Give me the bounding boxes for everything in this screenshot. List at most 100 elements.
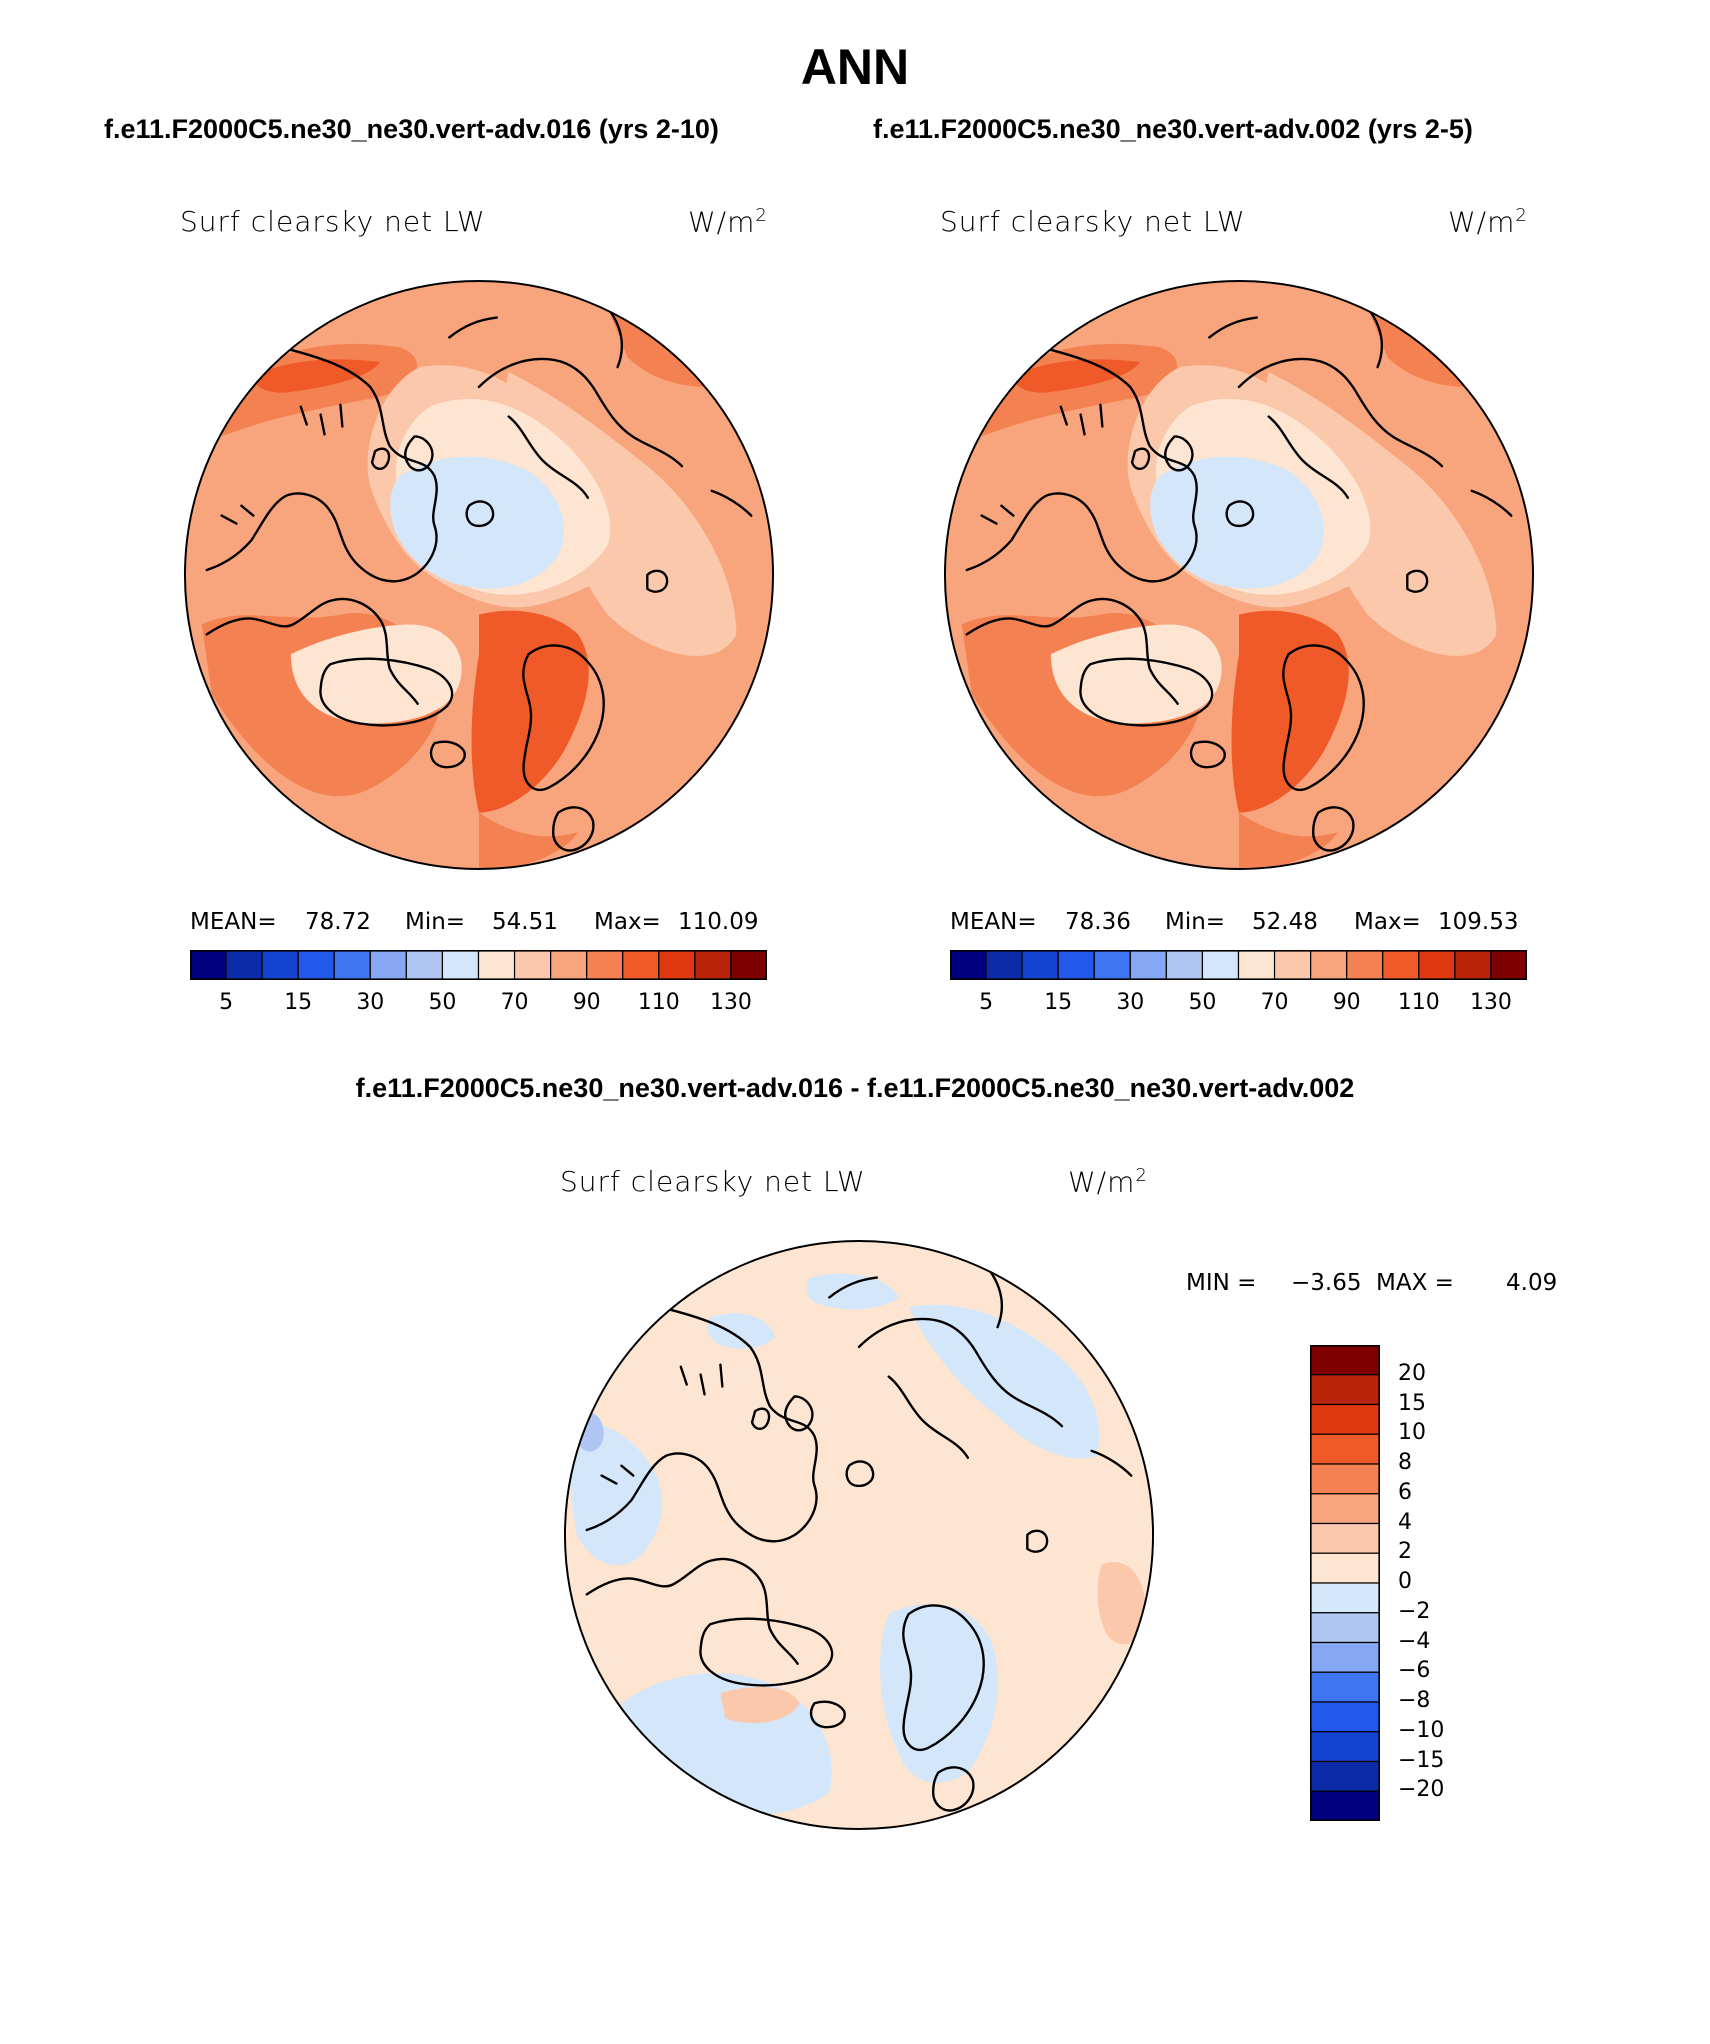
field-contour-region <box>1367 307 1467 387</box>
colorbar-swatch <box>1310 1582 1380 1614</box>
coastline <box>465 500 495 528</box>
difference-title: f.e11.F2000C5.ne30_ne30.vert-adv.016 - f… <box>355 1073 1355 1103</box>
coastline <box>1470 489 1513 517</box>
field-contour-region <box>1050 624 1222 724</box>
diff-panel-units: W/m2 <box>1068 1165 1148 1199</box>
colorbar-swatch <box>1129 950 1167 980</box>
panel-b-max-value: 109.53 <box>1438 909 1519 935</box>
field-contour-region <box>390 456 565 589</box>
colorbar-swatch <box>333 950 371 980</box>
colorbar-tick-label: 8 <box>1398 1450 1412 1475</box>
colorbar-swatch <box>513 950 552 980</box>
colorbar-swatch <box>1346 950 1384 980</box>
coastline <box>699 1617 834 1687</box>
coastline <box>887 1375 970 1459</box>
coastline <box>783 1395 814 1432</box>
colorbar-swatch <box>1310 1701 1380 1733</box>
panel-a-polar-map <box>183 279 775 871</box>
colorbar-swatch <box>730 950 767 980</box>
coastline <box>1225 500 1255 528</box>
colorbar-swatch <box>1310 1790 1380 1821</box>
colorbar-swatch <box>1310 1345 1380 1376</box>
diff-panel-polar-map <box>563 1239 1155 1831</box>
coastline <box>522 644 605 791</box>
colorbar-tick-label: 130 <box>709 990 752 1015</box>
coastline <box>1406 569 1429 593</box>
diff-min-value: −3.65 <box>1291 1270 1362 1296</box>
field-contour-region <box>290 624 462 724</box>
colorbar-tick-label: 15 <box>284 990 313 1015</box>
colorbar-swatch <box>1382 950 1420 980</box>
field-contour-region <box>1011 359 1140 393</box>
colorbar-swatch <box>1310 950 1348 980</box>
map-boundary <box>563 1239 1155 1831</box>
colorbar-swatch <box>1310 1433 1380 1465</box>
colorbar-swatch <box>1310 1522 1380 1554</box>
coastline <box>220 403 344 525</box>
coastline <box>1090 1449 1133 1477</box>
colorbar-swatch <box>586 950 624 980</box>
field-contour-region <box>880 1603 999 1783</box>
colorbar-tick-label: 90 <box>572 990 601 1015</box>
coastline <box>1237 357 1444 468</box>
coastline <box>902 1604 985 1751</box>
colorbar-swatch <box>1310 1463 1380 1495</box>
field-contour-region <box>1150 456 1325 589</box>
panel-b-mean-value: 78.36 <box>1065 909 1131 935</box>
diff-colorbar <box>1310 1345 1380 1821</box>
colorbar-tick-label: −8 <box>1398 1688 1431 1713</box>
colorbar-swatch <box>1057 950 1095 980</box>
coastline <box>1267 415 1350 499</box>
colorbar-swatch <box>441 950 480 980</box>
field-contour-region <box>479 812 578 870</box>
coastline <box>1189 740 1226 769</box>
colorbar-tick-label: 5 <box>979 990 994 1015</box>
colorbar-tick-label: −10 <box>1398 1717 1445 1743</box>
coastline <box>319 657 454 727</box>
colorbar-tick-label: 50 <box>1188 990 1217 1015</box>
diff-colorbar-labels: 20 15 10 8 6 4 2 0 −2 −4 −6 −8 −10 −15 −20 <box>1398 1345 1458 1821</box>
colorbar-swatch <box>297 950 335 980</box>
colorbar-tick-label: 2 <box>1398 1539 1412 1565</box>
coastline <box>980 403 1104 525</box>
field-contour-region <box>1239 812 1338 870</box>
colorbar-tick-label: −15 <box>1398 1747 1445 1773</box>
colorbar-tick-label: 15 <box>1044 990 1073 1015</box>
panel-a-mean-value: 78.72 <box>305 909 371 935</box>
colorbar-swatch <box>261 950 299 980</box>
case-b-title: f.e11.F2000C5.ne30_ne30.vert-adv.002 (yr… <box>873 114 1473 144</box>
coastline <box>1026 1529 1049 1553</box>
coastline <box>845 1460 875 1488</box>
panel-a-max-label: Max= <box>594 909 661 935</box>
colorbar-frame <box>190 950 767 980</box>
colorbar-swatch <box>1490 950 1527 980</box>
field-contour-region <box>806 1273 899 1310</box>
diff-panel-stats: MIN = −3.65 MAX = 4.09 <box>1186 1270 1566 1300</box>
colorbar-swatch <box>1165 950 1204 980</box>
panel-b-colorbar <box>950 950 1527 980</box>
diff-max-value: 4.09 <box>1506 1270 1558 1296</box>
colorbar-frame <box>950 950 1527 980</box>
colorbar-tick-label: −20 <box>1398 1777 1445 1803</box>
colorbar-swatch <box>950 950 987 980</box>
colorbar-swatch <box>1273 950 1312 980</box>
panel-a-colorbar <box>190 950 767 980</box>
colorbar-tick-label: 70 <box>500 990 529 1015</box>
colorbar-tick-label: 30 <box>356 990 385 1015</box>
colorbar-swatch <box>985 950 1023 980</box>
colorbar-swatch <box>694 950 732 980</box>
field-contour-region <box>1097 1562 1147 1645</box>
colorbar-tick-label: 0 <box>1398 1569 1412 1594</box>
colorbar-swatch <box>550 950 588 980</box>
panel-a-units: W/m2 <box>688 205 768 239</box>
colorbar-tick-label: 130 <box>1469 990 1512 1015</box>
panel-a-min-value: 54.51 <box>492 909 558 935</box>
panel-a-mean-label: MEAN= <box>190 909 277 935</box>
panel-a-variable: Surf clearsky net LW <box>180 205 486 238</box>
field-contour-region <box>607 307 707 387</box>
coastline <box>710 489 753 517</box>
panel-b-polar-map <box>943 279 1535 871</box>
colorbar-swatch <box>1310 1671 1380 1703</box>
colorbar-swatch <box>225 950 263 980</box>
colorbar-swatch <box>1237 950 1276 980</box>
